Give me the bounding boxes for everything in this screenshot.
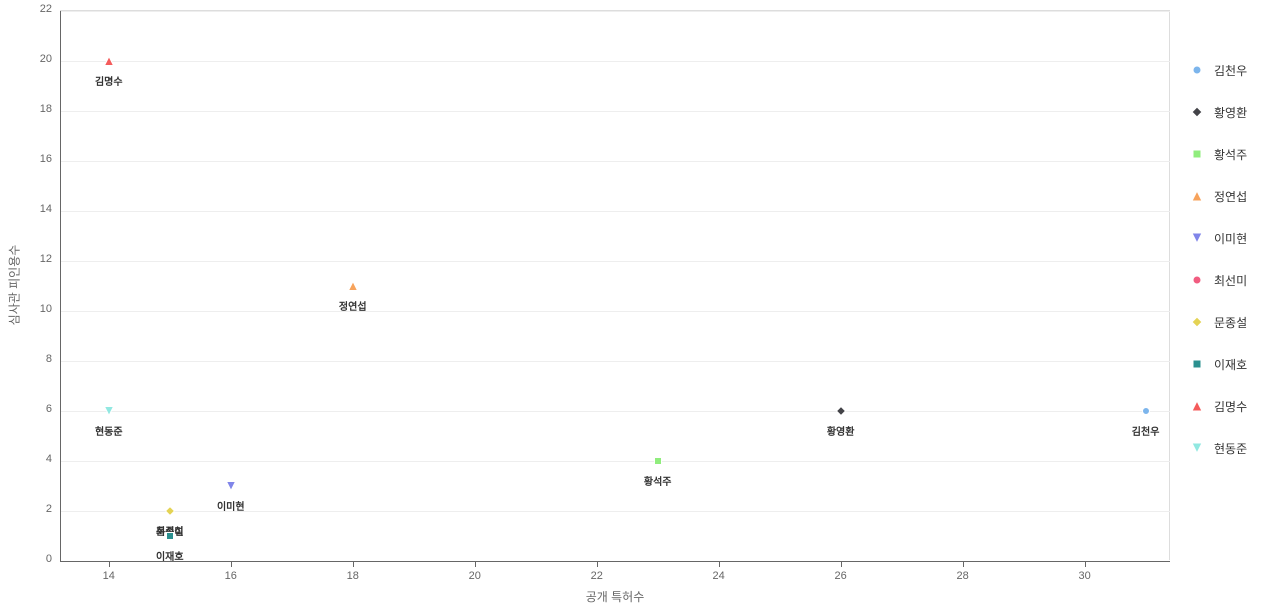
legend-item[interactable]: 김명수 <box>1190 396 1247 416</box>
x-tick-label: 30 <box>1078 570 1090 582</box>
legend-item[interactable]: 정연섭 <box>1190 186 1247 206</box>
data-point-label: 김명수 <box>95 73 123 88</box>
y-gridline <box>60 411 1170 412</box>
y-tick-label: 20 <box>40 53 52 65</box>
scatter-chart: 김천우황영환황석주정연섭이미현최선미문종설이재호김명수현동준 김천우황영환황석주… <box>0 0 1280 600</box>
data-point-label: 황영환 <box>827 423 855 438</box>
y-gridline <box>60 211 1170 212</box>
y-axis-title: 심사관 피인용수 <box>6 245 23 326</box>
y-tick-label: 16 <box>40 153 52 165</box>
x-tick-label: 16 <box>225 570 237 582</box>
x-tick <box>353 561 354 567</box>
plot-area: 김천우황영환황석주정연섭이미현최선미문종설이재호김명수현동준 <box>60 10 1170 560</box>
data-point[interactable] <box>104 57 113 66</box>
data-point-label: 황석주 <box>644 473 672 488</box>
legend-label: 황석주 <box>1214 146 1247 163</box>
legend-item[interactable]: 최선미 <box>1190 270 1247 290</box>
data-point[interactable] <box>165 532 174 541</box>
y-gridline <box>60 361 1170 362</box>
legend-item[interactable]: 황석주 <box>1190 144 1247 164</box>
data-point[interactable] <box>836 407 845 416</box>
x-tick <box>1085 561 1086 567</box>
data-point[interactable] <box>104 407 113 416</box>
y-tick-label: 2 <box>46 503 52 515</box>
legend-label: 이재호 <box>1214 356 1247 373</box>
data-point[interactable] <box>653 457 662 466</box>
data-point[interactable] <box>348 282 357 291</box>
legend-item[interactable]: 문종설 <box>1190 312 1247 332</box>
legend-label: 최선미 <box>1214 272 1247 289</box>
y-tick-label: 12 <box>40 253 52 265</box>
y-gridline <box>60 311 1170 312</box>
legend-item[interactable]: 황영환 <box>1190 102 1247 122</box>
x-tick-label: 22 <box>591 570 603 582</box>
legend-marker-icon <box>1190 315 1204 329</box>
legend-label: 문종설 <box>1214 314 1247 331</box>
y-tick-label: 22 <box>40 3 52 15</box>
y-tick-label: 14 <box>40 203 52 215</box>
data-point[interactable] <box>1141 407 1150 416</box>
legend-marker-icon <box>1190 105 1204 119</box>
legend-item[interactable]: 이미현 <box>1190 228 1247 248</box>
y-gridline <box>60 161 1170 162</box>
data-point-label: 현동준 <box>95 423 123 438</box>
x-tick-label: 26 <box>835 570 847 582</box>
legend-marker-icon <box>1190 441 1204 455</box>
y-tick-label: 4 <box>46 453 52 465</box>
legend-item[interactable]: 현동준 <box>1190 438 1247 458</box>
y-gridline <box>60 11 1170 12</box>
legend-label: 김명수 <box>1214 398 1247 415</box>
legend-marker-icon <box>1190 147 1204 161</box>
y-gridline <box>60 461 1170 462</box>
legend-label: 김천우 <box>1214 62 1247 79</box>
legend-item[interactable]: 김천우 <box>1190 60 1247 80</box>
data-point[interactable] <box>226 482 235 491</box>
y-gridline <box>60 111 1170 112</box>
x-axis-title: 공개 특허수 <box>586 588 645 605</box>
data-point-label: 이미현 <box>217 498 245 513</box>
legend-marker-icon <box>1190 399 1204 413</box>
x-tick <box>597 561 598 567</box>
x-tick <box>475 561 476 567</box>
legend-label: 이미현 <box>1214 230 1247 247</box>
legend-marker-icon <box>1190 231 1204 245</box>
legend: 김천우황영환황석주정연섭이미현최선미문종설이재호김명수현동준 <box>1190 60 1247 480</box>
y-axis-line <box>60 11 61 561</box>
y-gridline <box>60 261 1170 262</box>
y-tick-label: 6 <box>46 403 52 415</box>
x-tick <box>963 561 964 567</box>
legend-label: 황영환 <box>1214 104 1247 121</box>
x-tick <box>841 561 842 567</box>
y-gridline <box>60 61 1170 62</box>
x-tick-label: 14 <box>103 570 115 582</box>
data-point-label: 이재호 <box>156 548 184 563</box>
y-tick-label: 0 <box>46 553 52 565</box>
x-tick <box>109 561 110 567</box>
y-tick-label: 8 <box>46 353 52 365</box>
x-tick-label: 18 <box>347 570 359 582</box>
y-tick-label: 10 <box>40 303 52 315</box>
legend-label: 현동준 <box>1214 440 1247 457</box>
x-tick-label: 20 <box>469 570 481 582</box>
y-tick-label: 18 <box>40 103 52 115</box>
x-tick <box>231 561 232 567</box>
legend-marker-icon <box>1190 189 1204 203</box>
legend-label: 정연섭 <box>1214 188 1247 205</box>
x-tick <box>719 561 720 567</box>
data-point[interactable] <box>165 507 174 516</box>
x-tick-label: 28 <box>957 570 969 582</box>
data-point-label: 김천우 <box>1132 423 1160 438</box>
legend-item[interactable]: 이재호 <box>1190 354 1247 374</box>
legend-marker-icon <box>1190 357 1204 371</box>
data-point-label: 정연섭 <box>339 298 367 313</box>
x-axis-line <box>60 561 1170 562</box>
legend-marker-icon <box>1190 273 1204 287</box>
x-tick-label: 24 <box>713 570 725 582</box>
legend-marker-icon <box>1190 63 1204 77</box>
